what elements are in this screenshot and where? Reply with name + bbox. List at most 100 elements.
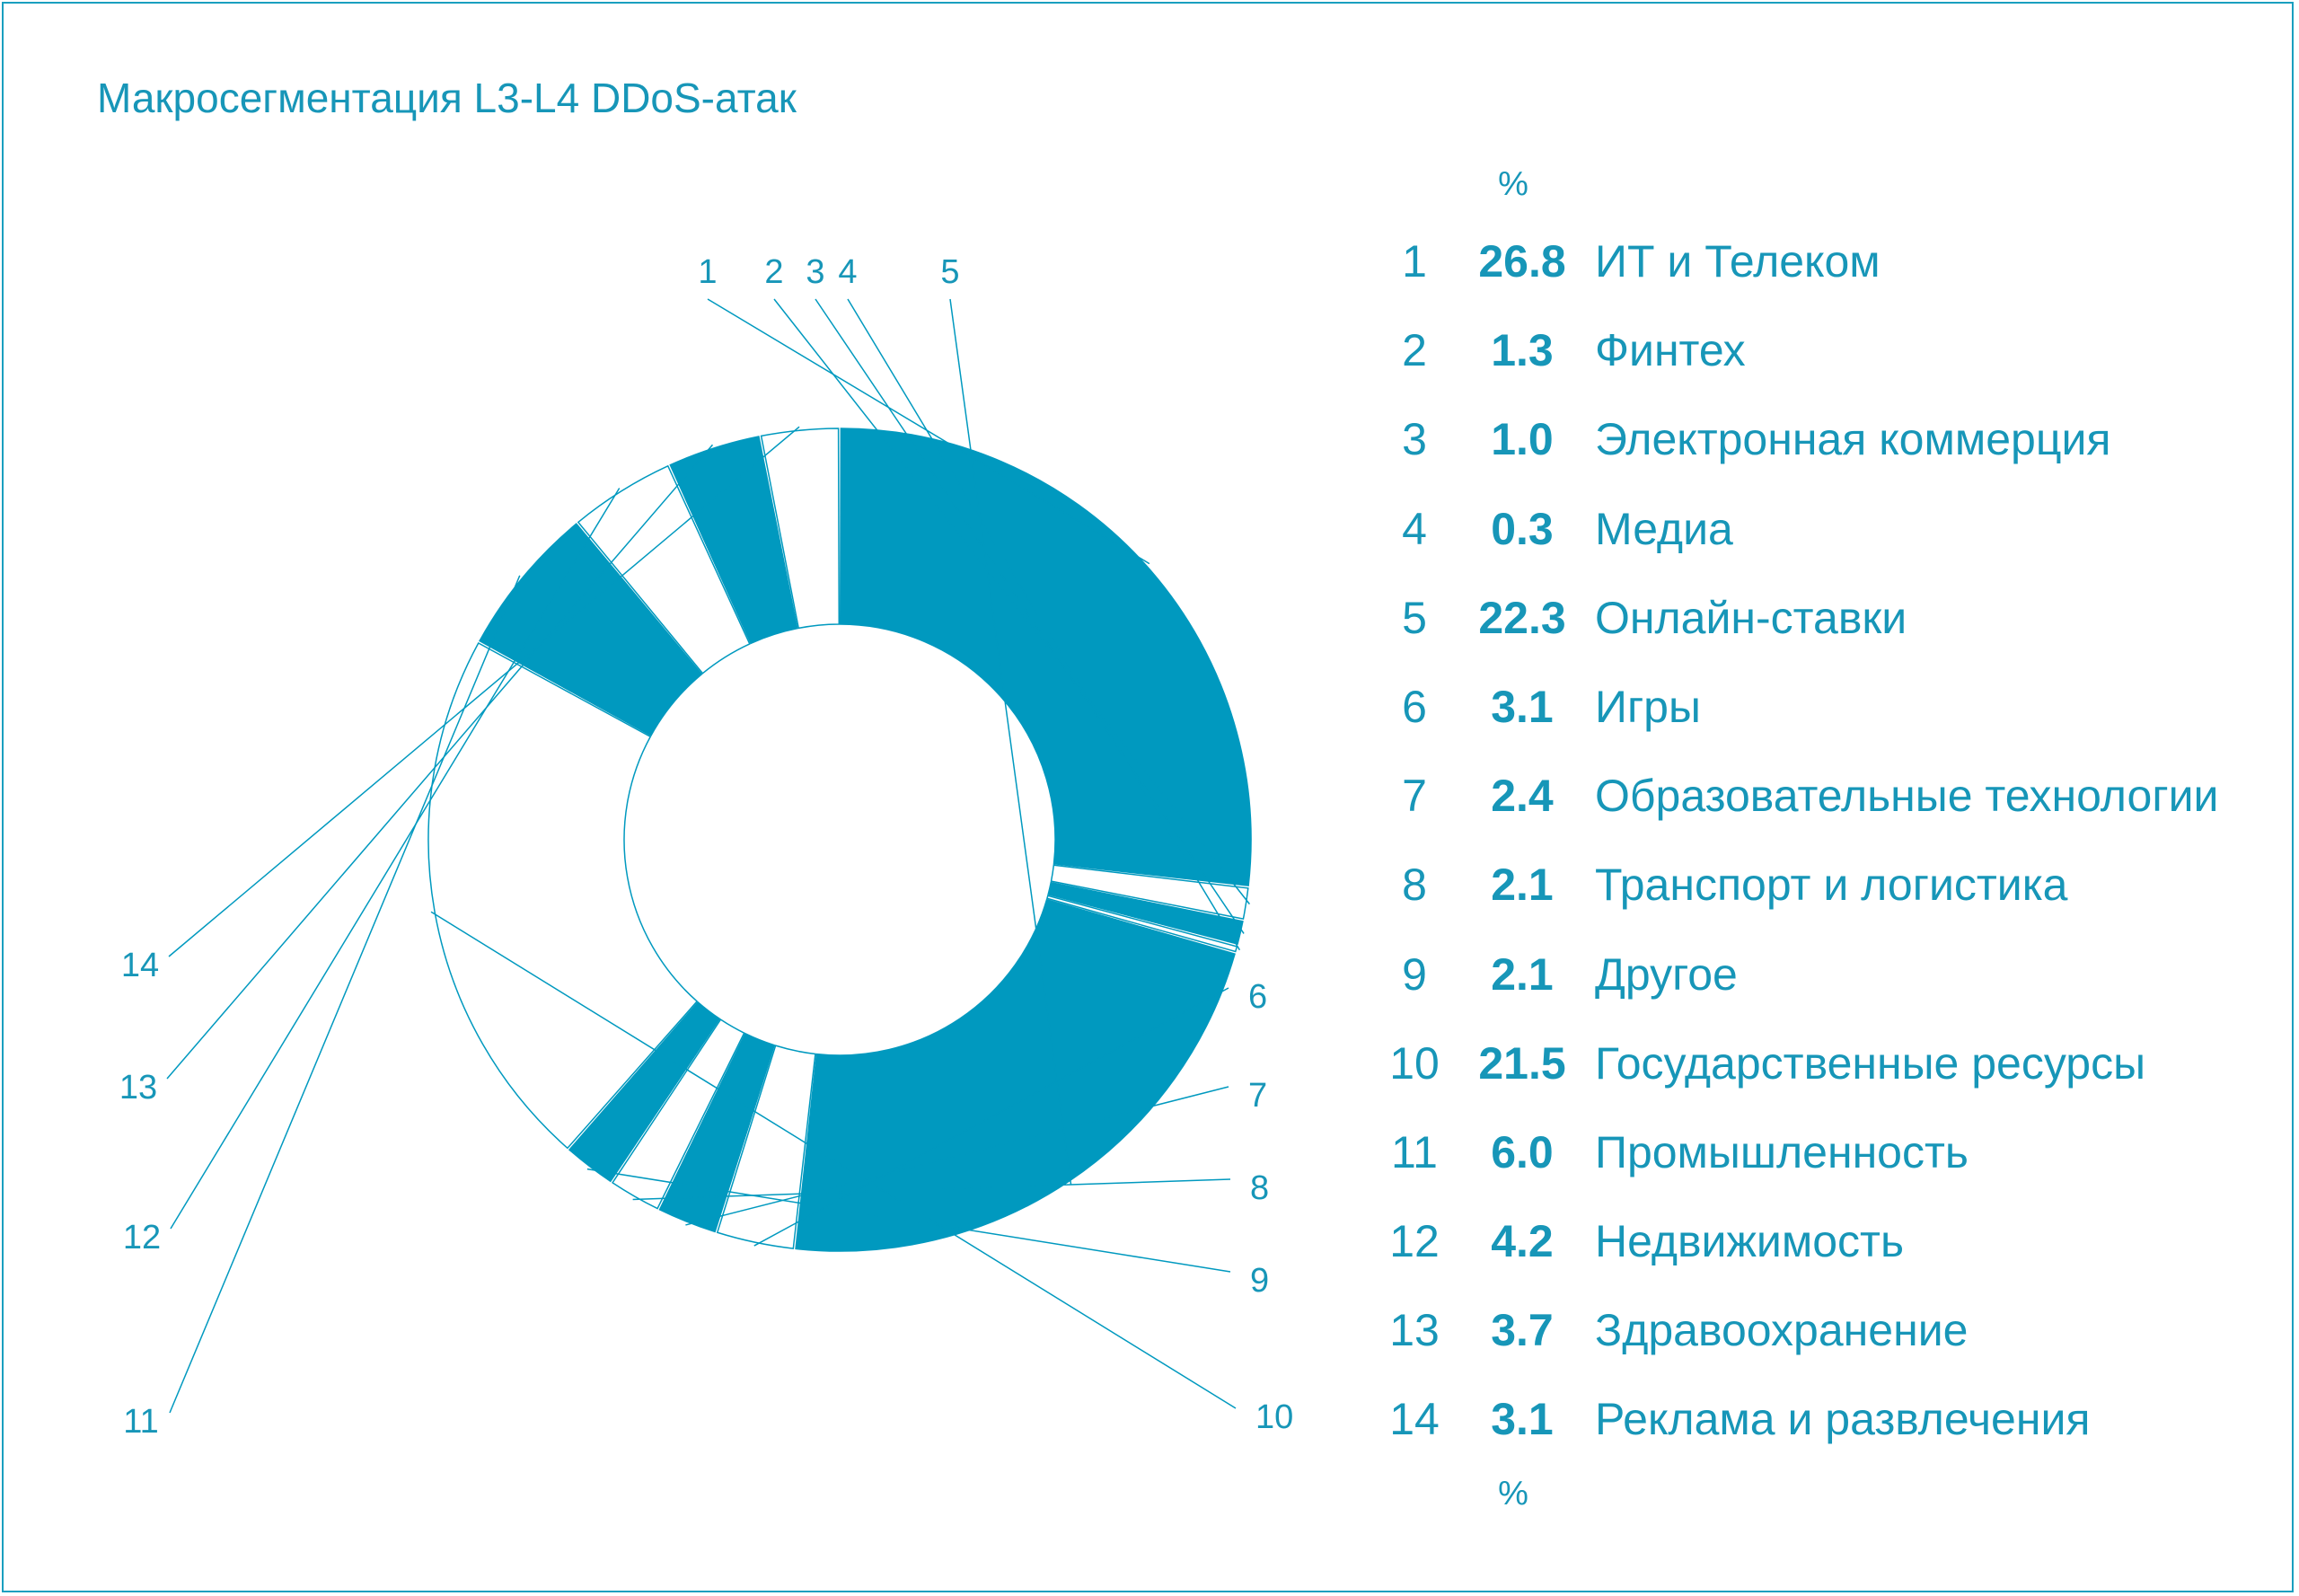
- legend-item: 9 2.1 Другое: [1365, 945, 2281, 1034]
- legend-item: 8 2.1 Транспорт и логистика: [1365, 855, 2281, 944]
- donut-slices: [427, 428, 1252, 1252]
- legend-item-value: 1.0: [1491, 414, 1554, 465]
- slice-number-label: 8: [1250, 1169, 1269, 1207]
- slice-number-label: 11: [123, 1403, 158, 1441]
- chart-title: Макросегментация L3-L4 DDoS-атак: [97, 75, 797, 121]
- legend-item-label: Онлайн-ставки: [1595, 592, 1907, 643]
- legend-item: 4 0.3 Медиа: [1365, 499, 2281, 588]
- legend: 1 26.8 ИТ и Телеком 2 1.3 Финтех 3 1.0 Электронн…: [1365, 232, 2281, 1479]
- slice-number-label: 10: [1255, 1398, 1293, 1436]
- legend-item-label: Государственные ресурсы: [1595, 1037, 2146, 1089]
- legend-item-label: Здравоохранение: [1595, 1305, 1969, 1356]
- slice-number-label: 1: [698, 253, 717, 291]
- slice-number-label: 4: [838, 253, 857, 291]
- donut-slice: [795, 898, 1236, 1252]
- legend-item-value: 3.1: [1491, 1394, 1554, 1445]
- leader-line: [707, 298, 1150, 565]
- legend-item-number: 10: [1389, 1037, 1440, 1089]
- legend-item-label: Игры: [1595, 681, 1701, 732]
- donut-slice: [427, 641, 699, 1150]
- legend-item-value: 3.7: [1491, 1305, 1554, 1356]
- slice-number-label: 9: [1250, 1262, 1269, 1300]
- legend-item-number: 12: [1389, 1216, 1440, 1267]
- legend-item-value: 22.3: [1478, 592, 1566, 643]
- slice-number-label: 13: [119, 1069, 157, 1107]
- legend-item: 2 1.3 Финтех: [1365, 321, 2281, 410]
- legend-item-number: 5: [1402, 592, 1427, 643]
- leader-line: [773, 298, 1251, 905]
- donut-slice: [612, 1018, 745, 1210]
- legend-item-label: Недвижимость: [1595, 1216, 1904, 1267]
- legend-item-value: 0.3: [1491, 503, 1554, 554]
- legend-item-number: 2: [1402, 325, 1427, 376]
- legend-item: 11 6.0 Промышленность: [1365, 1123, 2281, 1212]
- legend-item-value: 1.3: [1491, 325, 1554, 376]
- slice-number-label: 12: [123, 1219, 161, 1257]
- leader-line: [815, 298, 1245, 934]
- percent-footer: %: [1498, 1475, 1528, 1512]
- donut-slice: [839, 428, 1252, 886]
- leader-line: [586, 1168, 1231, 1273]
- legend-item-number: 13: [1389, 1305, 1440, 1356]
- legend-item: 5 22.3 Онлайн-ставки: [1365, 588, 2281, 677]
- leader-line: [170, 488, 621, 1230]
- legend-item-number: 8: [1402, 860, 1427, 911]
- leader-line: [753, 987, 1229, 1247]
- donut-slice: [1050, 864, 1249, 920]
- legend-item: 14 3.1 Реклама и развлечения: [1365, 1389, 2281, 1478]
- legend-item-value: 3.1: [1491, 681, 1554, 732]
- legend-item-label: Образовательные технологии: [1595, 771, 2219, 822]
- donut-slice: [568, 1001, 721, 1183]
- legend-item-value: 26.8: [1478, 236, 1566, 287]
- legend-item-value: 6.0: [1491, 1126, 1554, 1177]
- legend-item-label: Транспорт и логистика: [1595, 860, 2068, 911]
- donut-slice: [479, 523, 703, 736]
- legend-item: 6 3.1 Игры: [1365, 677, 2281, 766]
- legend-item: 7 2.4 Образовательные технологии: [1365, 766, 2281, 855]
- slice-number-label: 3: [806, 253, 824, 291]
- legend-item-value: 4.2: [1491, 1216, 1554, 1267]
- leader-line: [632, 1178, 1231, 1201]
- leader-line: [166, 444, 714, 1080]
- slice-number-label: 5: [940, 253, 959, 291]
- legend-item-number: 6: [1402, 681, 1427, 732]
- slice-number-label: 6: [1248, 978, 1267, 1016]
- legend-item-number: 3: [1402, 414, 1427, 465]
- leader-line: [847, 298, 1241, 951]
- legend-item-number: 1: [1402, 236, 1427, 287]
- leader-line: [168, 426, 800, 957]
- legend-item-number: 7: [1402, 771, 1427, 822]
- legend-item-value: 2.1: [1491, 948, 1554, 1000]
- legend-item-label: Финтех: [1595, 325, 1746, 376]
- legend-item-value: 21.5: [1478, 1037, 1566, 1089]
- legend-item-number: 9: [1402, 948, 1427, 1000]
- legend-item-label: Электронная коммерция: [1595, 414, 2111, 465]
- leader-line: [430, 911, 1237, 1409]
- leader-line: [949, 298, 1072, 1185]
- legend-item: 10 21.5 Государственные ресурсы: [1365, 1034, 2281, 1123]
- legend-item-label: Медиа: [1595, 503, 1733, 554]
- legend-item-number: 14: [1389, 1394, 1440, 1445]
- leader-line: [685, 1086, 1229, 1226]
- legend-item-label: Другое: [1595, 948, 1738, 1000]
- legend-item: 3 1.0 Электронная коммерция: [1365, 410, 2281, 498]
- donut-slice: [577, 464, 751, 675]
- legend-item-number: 4: [1402, 503, 1427, 554]
- donut-slice: [669, 436, 798, 645]
- legend-item: 12 4.2 Недвижимость: [1365, 1212, 2281, 1301]
- legend-item-value: 2.4: [1491, 771, 1554, 822]
- leader-lines: [166, 298, 1251, 1414]
- legend-item-label: ИТ и Телеком: [1595, 236, 1881, 287]
- legend-item-number: 11: [1391, 1126, 1438, 1177]
- legend-item: 1 26.8 ИТ и Телеком: [1365, 232, 2281, 321]
- donut-slice: [1046, 895, 1238, 953]
- donut-slice: [658, 1032, 776, 1233]
- leader-line: [169, 575, 521, 1414]
- donut-slice: [760, 428, 841, 630]
- legend-item: 13 3.7 Здравоохранение: [1365, 1301, 2281, 1389]
- slice-number-label: 7: [1248, 1077, 1267, 1115]
- slice-number-label: 14: [121, 947, 159, 984]
- legend-item-label: Промышленность: [1595, 1126, 1969, 1177]
- legend-item-value: 2.1: [1491, 860, 1554, 911]
